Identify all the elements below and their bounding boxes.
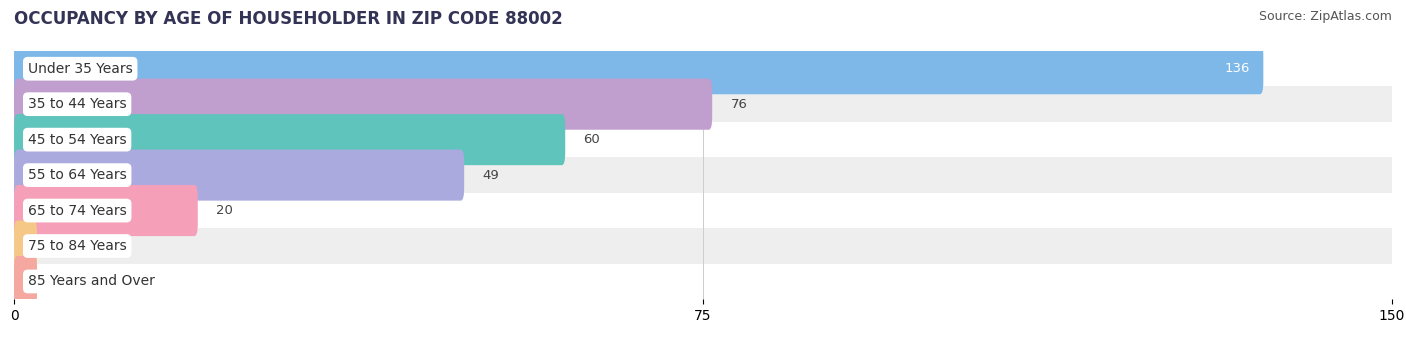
- FancyBboxPatch shape: [14, 185, 198, 236]
- FancyBboxPatch shape: [14, 122, 1392, 157]
- Text: 0: 0: [55, 275, 63, 288]
- FancyBboxPatch shape: [14, 43, 1264, 94]
- FancyBboxPatch shape: [14, 264, 1392, 299]
- FancyBboxPatch shape: [14, 157, 1392, 193]
- Text: 60: 60: [583, 133, 600, 146]
- FancyBboxPatch shape: [14, 150, 464, 201]
- Text: 76: 76: [731, 98, 748, 111]
- Text: 35 to 44 Years: 35 to 44 Years: [28, 97, 127, 111]
- FancyBboxPatch shape: [14, 256, 37, 307]
- FancyBboxPatch shape: [14, 86, 1392, 122]
- FancyBboxPatch shape: [14, 114, 565, 165]
- Text: 49: 49: [482, 169, 499, 182]
- FancyBboxPatch shape: [14, 220, 37, 272]
- Text: OCCUPANCY BY AGE OF HOUSEHOLDER IN ZIP CODE 88002: OCCUPANCY BY AGE OF HOUSEHOLDER IN ZIP C…: [14, 10, 562, 28]
- Text: 75 to 84 Years: 75 to 84 Years: [28, 239, 127, 253]
- Text: 20: 20: [217, 204, 233, 217]
- FancyBboxPatch shape: [14, 228, 1392, 264]
- Text: 55 to 64 Years: 55 to 64 Years: [28, 168, 127, 182]
- Text: 136: 136: [1225, 62, 1250, 75]
- Text: 85 Years and Over: 85 Years and Over: [28, 274, 155, 288]
- Text: 45 to 54 Years: 45 to 54 Years: [28, 133, 127, 147]
- Text: 0: 0: [55, 239, 63, 253]
- FancyBboxPatch shape: [14, 51, 1392, 86]
- Text: Under 35 Years: Under 35 Years: [28, 62, 132, 76]
- Text: 65 to 74 Years: 65 to 74 Years: [28, 204, 127, 218]
- FancyBboxPatch shape: [14, 79, 713, 130]
- Text: Source: ZipAtlas.com: Source: ZipAtlas.com: [1258, 10, 1392, 23]
- FancyBboxPatch shape: [14, 193, 1392, 228]
